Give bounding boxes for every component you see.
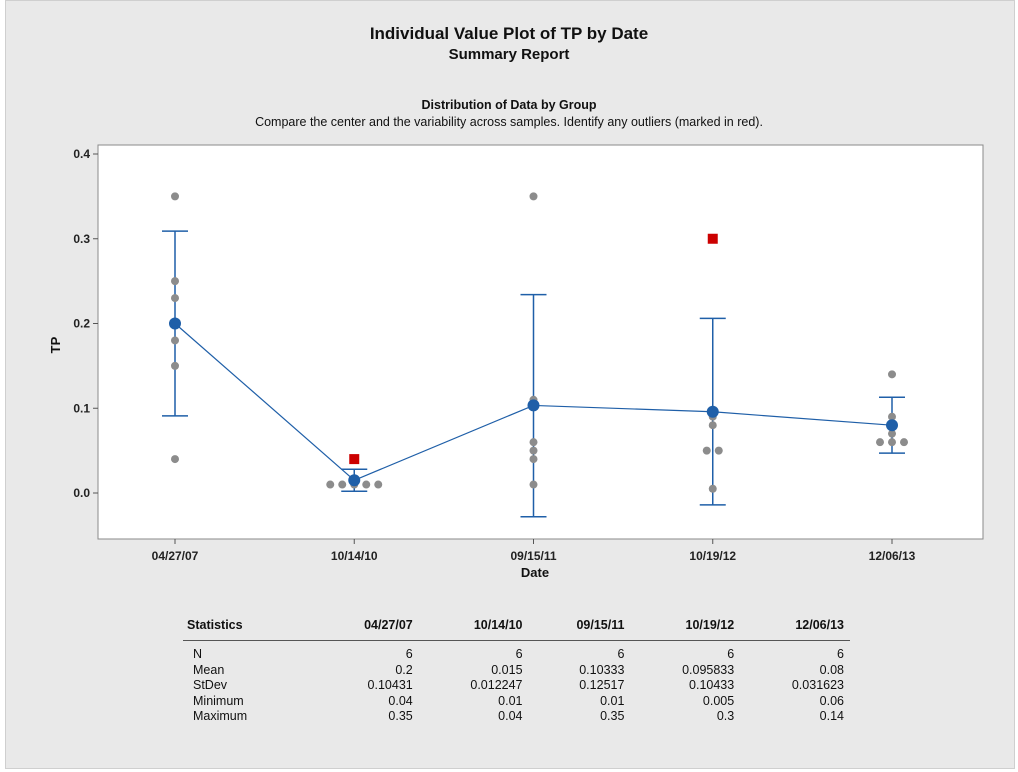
data-point [171,455,179,464]
panel-title: Distribution of Data by Group [421,98,597,112]
data-point [876,438,884,447]
x-axis-title: Date [521,565,549,580]
data-point [714,446,723,455]
statistic-value: 0.01 [600,693,625,708]
statistics-table: Statistics 04/27/07 10/14/10 09/15/11 10/19/… [183,614,850,725]
x-tick-label: 09/15/11 [510,549,556,563]
statistic-name: N [193,647,203,661]
data-point [888,412,896,421]
statistic-name: Minimum [193,693,244,708]
statistics-row: N 6 6 6 6 6 [183,641,850,663]
statistic-value: 0.10431 [367,678,413,692]
plot-marks [162,192,908,518]
y-tick-label: 0.1 [73,401,90,415]
statistic-value: 6 [405,647,413,661]
y-axis: 0.0 0.1 0.2 0.3 0.4 [73,147,98,500]
statistic-value: 0.08 [819,662,844,677]
x-tick-label: 04/27/07 [152,549,199,563]
statistic-name: Mean [193,662,225,677]
statistic-value: 0.031623 [791,678,844,692]
data-point [171,277,179,286]
statistic-value: 0.012247 [470,678,523,692]
statistic-name: StDev [193,678,228,692]
statistic-value: 6 [727,647,735,661]
statistic-value: 6 [617,647,625,661]
data-point [326,480,335,489]
statistics-row: Minimum 0.04 0.01 0.01 0.005 0.06 [183,694,850,710]
report-subtitle: Summary Report [448,46,570,63]
statistics-header-label: Statistics [183,614,316,641]
statistic-value: 6 [515,647,523,661]
data-point [888,370,896,379]
data-point [529,455,538,464]
mean-marker [527,399,540,412]
statistic-value: 0.35 [388,709,413,723]
individual-value-plot: 0.0 0.1 0.2 0.3 0.4 04/27/07 10/14/10 09/15/11… [48,144,984,580]
data-point [529,438,538,447]
statistic-value: 0.01 [498,693,523,708]
panel-subtitle: Compare the center and the variability a… [255,115,763,129]
statistic-value: 0.06 [819,693,844,708]
statistics-row: Maximum 0.35 0.04 0.35 0.3 0.14 [183,709,850,725]
plot-area [97,144,984,540]
mean-marker [348,474,361,487]
data-point [171,336,179,345]
statistic-value: 0.04 [388,693,413,708]
statistics-header-row: Statistics 04/27/07 10/14/10 09/15/11 10/19/… [183,614,850,641]
data-point [900,438,908,447]
mean-marker [886,419,898,432]
statistics-body: N 6 6 6 6 6 Mean 0.2 0.015 0.10333 0.095833 0.08 StD… [183,641,850,725]
data-point [529,446,538,455]
y-axis-title: TP [48,336,63,353]
y-tick-label: 0.4 [73,147,90,161]
x-tick-label: 10/14/10 [331,549,378,563]
statistic-value: 0.10433 [689,678,735,692]
data-point [362,480,371,489]
statistic-value: 0.015 [491,662,523,677]
statistic-value: 0.095833 [682,662,735,677]
mean-marker [706,405,719,418]
y-tick-label: 0.3 [73,232,90,246]
data-point [171,192,179,201]
statistic-value: 0.3 [716,709,735,723]
data-point [171,361,179,370]
statistic-value: 0.10333 [579,662,625,677]
y-tick-label: 0.0 [73,486,90,500]
report-title: Individual Value Plot of TP by Date [369,24,649,43]
data-point [888,438,896,447]
x-tick-label: 10/19/12 [689,549,736,563]
statistic-value: 6 [837,647,844,661]
statistics-header-date: 09/15/11 [528,614,631,641]
statistics-header-date: 12/06/13 [740,614,850,641]
data-point [708,484,717,493]
statistic-value: 0.35 [600,709,625,723]
outlier-point [349,454,360,465]
data-point [338,480,347,489]
mean-marker [169,317,181,330]
statistics-row: Mean 0.2 0.015 0.10333 0.095833 0.08 [183,663,850,679]
data-point [708,421,717,430]
data-point [888,429,896,438]
statistics-row: StDev 0.10431 0.012247 0.12517 0.10433 0.0316… [183,678,850,694]
statistic-name: Maximum [193,709,248,723]
statistics-header-date: 10/19/12 [630,614,741,641]
data-point [171,294,179,303]
data-point [702,446,711,455]
statistic-value: 0.005 [702,693,735,708]
data-point [529,192,538,201]
outlier-point [707,233,718,244]
statistic-value: 0.2 [395,662,413,677]
y-tick-label: 0.2 [73,317,90,331]
statistics-header-date: 10/14/10 [418,614,529,641]
statistics-header-date: 04/27/07 [315,614,419,641]
statistic-value: 0.04 [498,709,523,723]
statistic-value: 0.14 [819,709,844,723]
x-tick-label: 12/06/13 [869,549,916,563]
statistic-value: 0.12517 [579,678,625,692]
data-point [374,480,383,489]
data-point [529,480,538,489]
x-axis: 04/27/07 10/14/10 09/15/11 10/19/12 12/06/13 [152,539,916,563]
